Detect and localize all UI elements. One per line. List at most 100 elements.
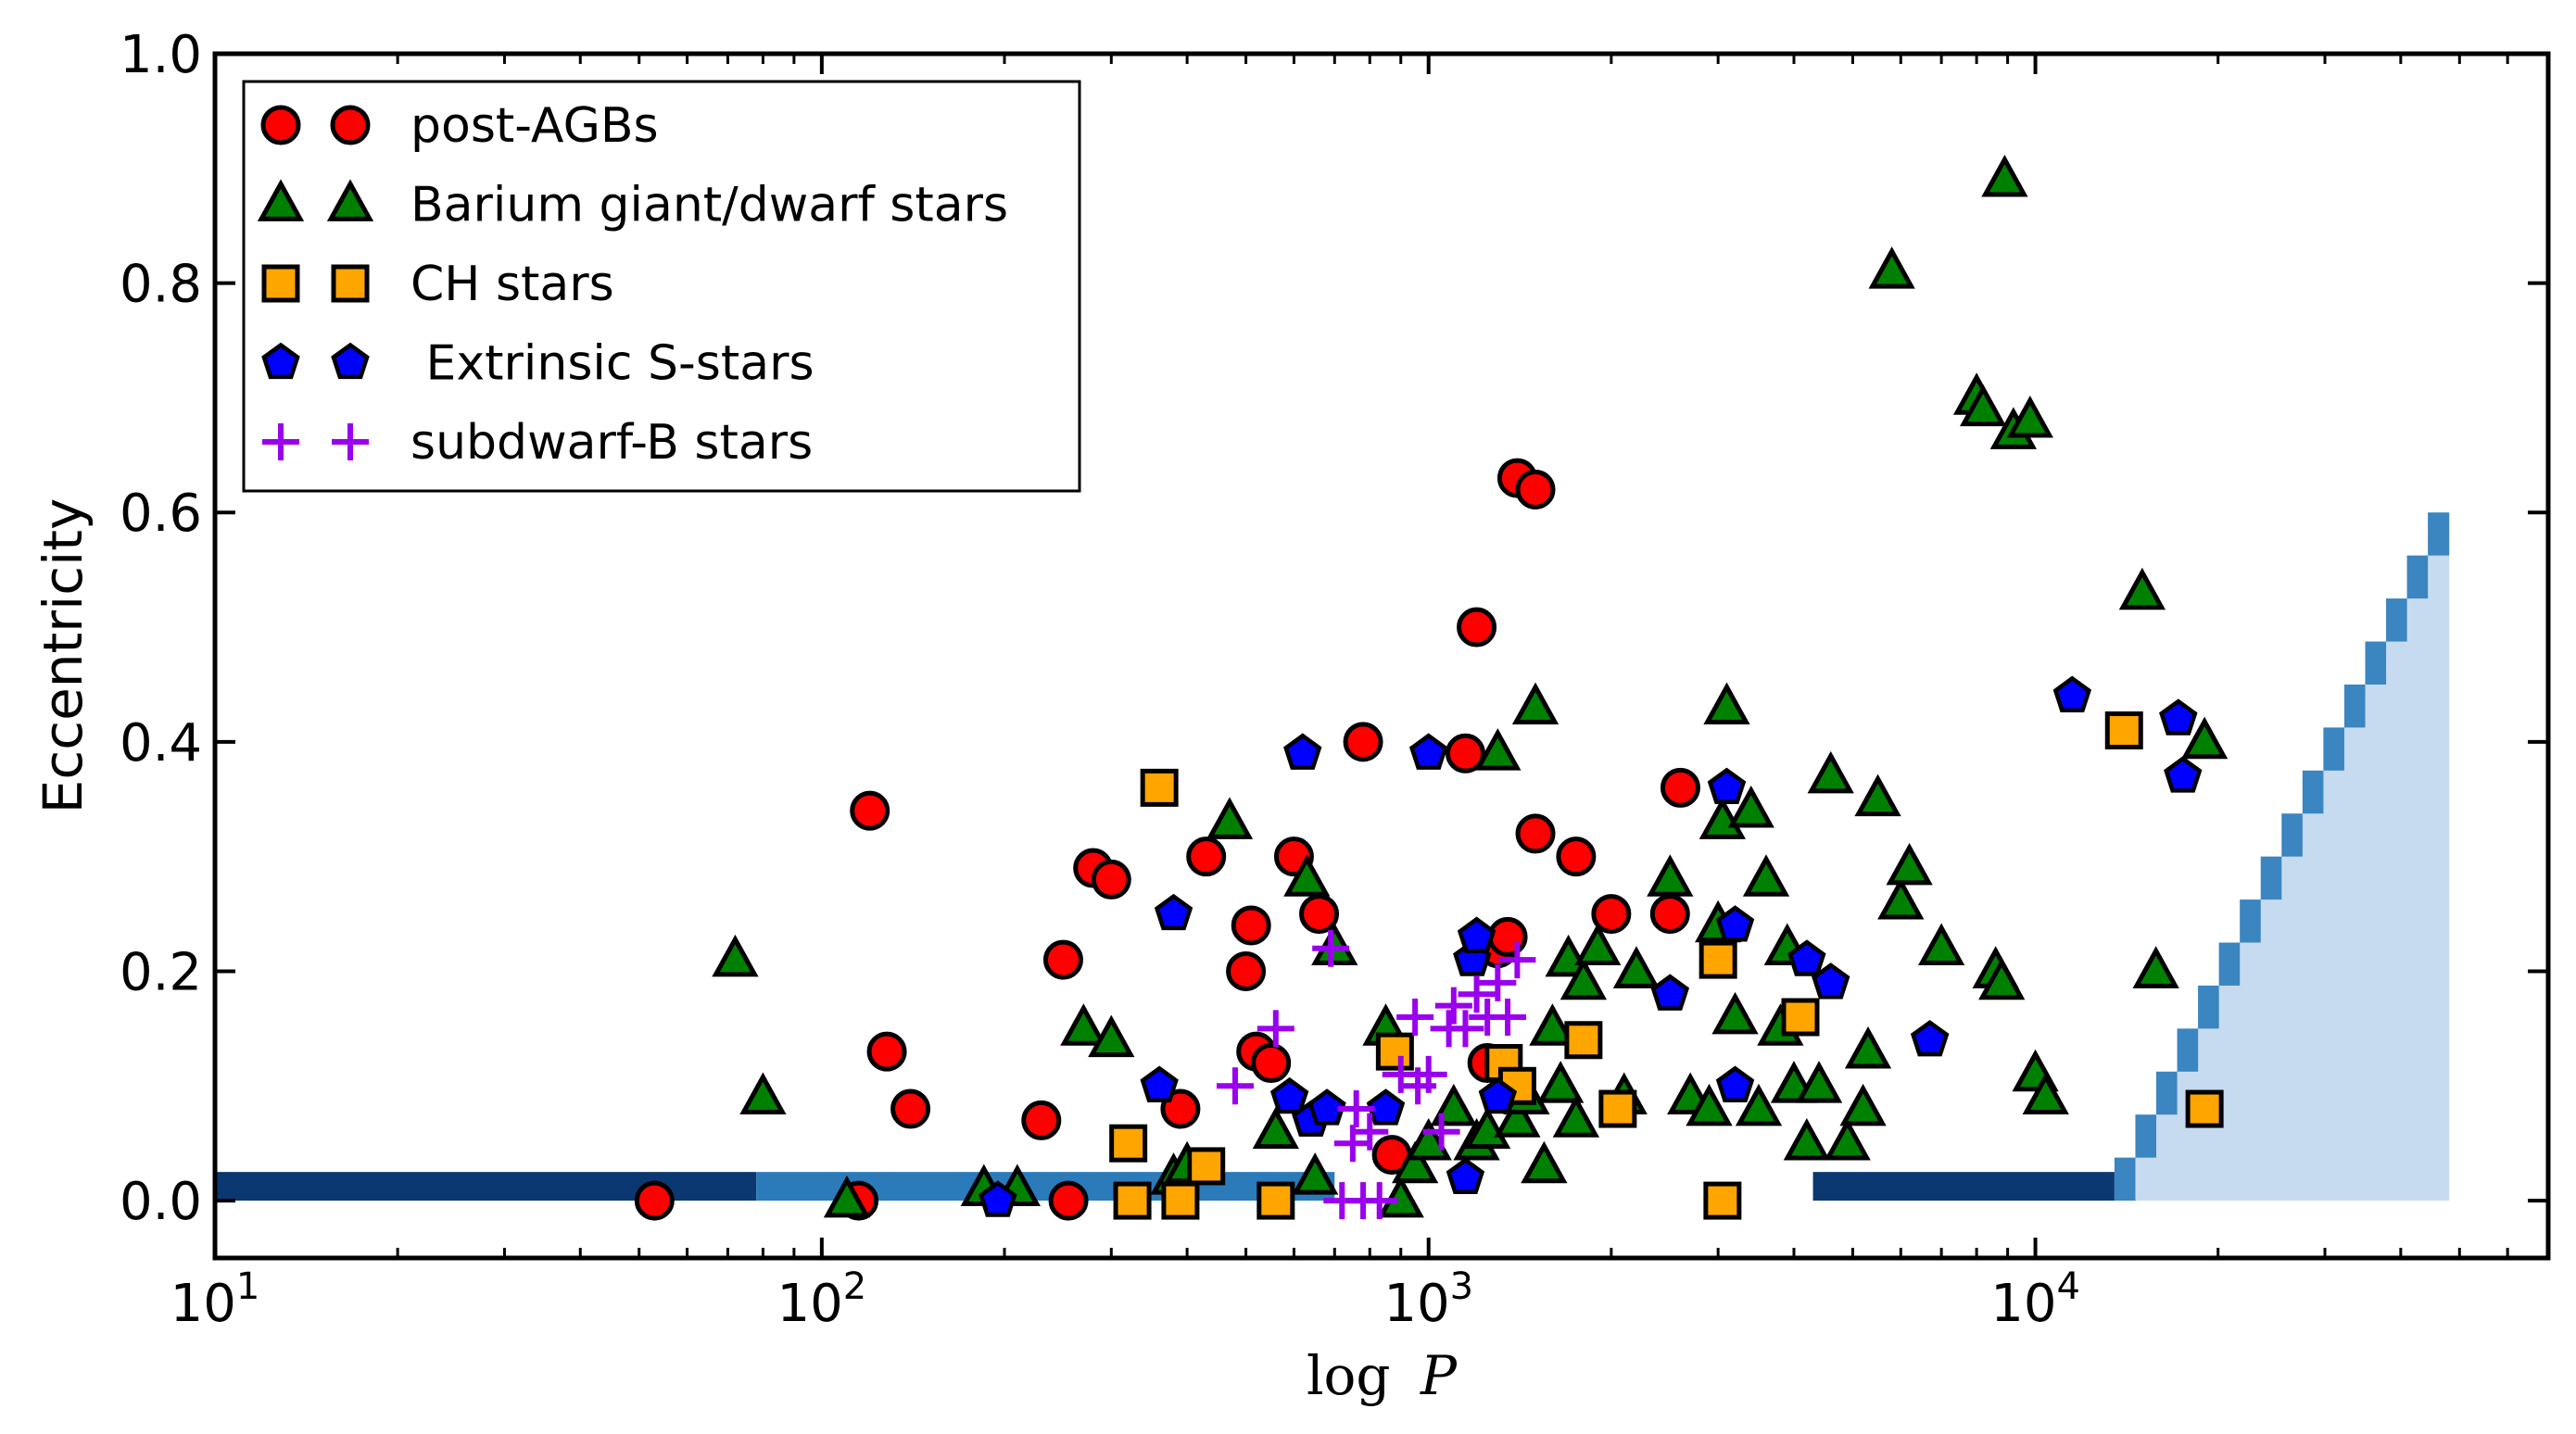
data-point-triangle [1918,923,1965,966]
data-point-circle [1091,859,1131,899]
data-point-pentagon [1910,1020,1950,1057]
legend-marker-square [331,264,370,303]
data-point-plus [1409,1055,1447,1093]
data-point-triangle [1698,797,1747,839]
data-point-triangle [1405,1118,1452,1161]
data-point-triangle [1711,991,1759,1035]
series-circle [634,458,1700,1221]
region-wedge-edge [2406,555,2429,599]
data-point-triangle [1742,854,1790,897]
data-point-plus [1479,963,1517,1001]
data-point-triangle [1844,1025,1892,1069]
legend-marker-plus [332,423,369,460]
region-band [1812,1172,2115,1201]
data-point-circle [1299,894,1340,935]
legend-label: Barium giant/dwarf stars [410,178,1008,233]
region-wedge-edge [2428,512,2450,556]
data-point-triangle [2022,1072,2069,1115]
x-tick-label: 101 [170,1265,260,1334]
plot-frame [212,51,2551,1261]
data-point-plus [1360,1182,1398,1220]
data-point-pentagon [2052,675,2092,712]
data-point-triangle [1311,923,1358,966]
region-wedge-edge [2156,1071,2178,1115]
legend-marker-plus [262,423,299,460]
data-point-triangle [1978,957,2026,1000]
legend-marker-triangle [326,179,374,221]
data-point-triangle [1292,1152,1339,1195]
region-band [215,1172,757,1201]
data-point-circle [866,1031,907,1072]
region-wedge-column [2386,598,2408,1201]
data-point-pentagon [1715,905,1755,942]
x-axis-label-var: P [1420,1344,1458,1407]
series-square [1109,711,2224,1220]
y-tick-label: 0.0 [120,1172,202,1232]
data-point-triangle [1647,854,1694,897]
data-point-plus [1489,999,1527,1036]
data-point-triangle [1795,1061,1843,1103]
detection-region [215,512,2450,1201]
data-point-pentagon [1707,767,1747,805]
data-point-circle [1021,1100,1062,1140]
data-point-circle [1042,939,1083,980]
data-point-triangle [1529,1003,1576,1046]
data-point-square [1375,1032,1414,1071]
data-point-circle [1649,894,1690,935]
region-wedge-column [2323,727,2345,1201]
x-tick-label: 103 [1383,1265,1473,1334]
region-wedge-edge [2343,684,2367,728]
data-point-triangle [1868,246,1915,289]
data-point-triangle [1839,1083,1887,1126]
data-point-triangle [1206,797,1254,839]
data-point-triangle [739,1072,787,1115]
data-point-triangle [2006,396,2053,438]
data-point-circle [1048,1180,1089,1221]
region-wedge-edge [2135,1114,2157,1158]
data-point-square [2185,1089,2224,1128]
data-point-plus [1446,1010,1484,1048]
legend-marker-circle [260,105,301,145]
region-wedge-column [2428,512,2450,1201]
region-wedge-edge [2365,641,2387,685]
data-point-plus [1351,1113,1389,1151]
region-wedge-column [2406,555,2429,1201]
data-point-pentagon [1307,1088,1346,1126]
region-wedge-edge [2260,856,2282,900]
data-point-triangle [1686,1083,1733,1126]
legend-marker-square [261,264,300,303]
data-point-triangle [1545,934,1592,977]
data-point-triangle [1559,957,1608,1000]
data-point-square [1781,998,1820,1037]
region-wedge-column [2302,770,2324,1201]
data-point-pentagon [1283,733,1322,770]
data-point-circle [1445,733,1485,774]
region-wedge-column [2218,942,2241,1201]
data-point-triangle [1981,155,2028,197]
data-point-triangle [1474,728,1522,771]
legend-marker-circle [330,105,371,145]
data-point-triangle [2180,716,2229,760]
data-point-pentagon [1715,1065,1755,1102]
data-point-triangle [1783,1118,1830,1161]
data-point-triangle [1391,1140,1439,1184]
legend-label: Extrinsic S-stars [410,336,814,392]
data-points [634,155,2229,1221]
legend: post-AGBs Barium giant/dwarf stars CH star… [242,80,1081,493]
region-wedge-column [2240,899,2262,1201]
data-point-plus [1216,1067,1254,1105]
legend-marker-triangle [257,179,305,221]
data-point-square [1187,1147,1226,1186]
data-point-triangle [1807,750,1854,794]
data-point-square [2104,711,2143,749]
data-point-square [1109,1124,1148,1163]
data-point-square [1256,1181,1295,1220]
data-point-circle [850,790,890,831]
data-point-circle [1515,469,1556,509]
data-point-plus [1337,1090,1375,1128]
data-point-triangle [1574,923,1622,966]
data-point-circle [1251,1043,1292,1084]
data-point-triangle [1552,1095,1600,1138]
data-point-triangle [1727,785,1774,828]
data-point-circle [1226,950,1267,991]
